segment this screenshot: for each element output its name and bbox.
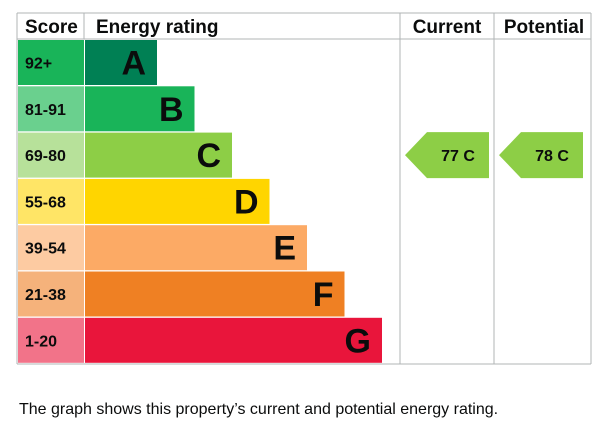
band-bar-b	[85, 86, 195, 132]
score-cell-a	[18, 40, 84, 85]
band-row-a: 92+ A	[18, 40, 157, 85]
potential-rating-arrow	[499, 132, 583, 179]
band-letter-e: E	[273, 230, 296, 268]
score-range-a: 92+	[25, 56, 52, 73]
score-cell-e	[18, 225, 84, 271]
current-header: Current	[413, 17, 482, 38]
score-cell-g	[18, 317, 84, 363]
band-bar-e	[85, 225, 307, 271]
score-range-b: 81-91	[25, 102, 66, 119]
rating-bands: 92+ A 81-91 B 69-80 C 55-68 D 39-54 E 21-38 F 1-20 G	[18, 40, 382, 363]
chart-grid	[16, 12, 592, 365]
band-row-f: 21-38 F	[18, 271, 345, 317]
band-letter-f: F	[313, 276, 334, 314]
score-range-g: 1-20	[25, 333, 57, 350]
score-cell-b	[18, 86, 84, 132]
score-range-f: 21-38	[25, 287, 66, 304]
score-range-c: 69-80	[25, 148, 66, 165]
score-header: Score	[25, 17, 78, 38]
band-bar-f	[85, 271, 345, 317]
chart-caption: The graph shows this property’s current …	[19, 401, 499, 418]
score-cell-d	[18, 178, 84, 224]
current-rating-label: 77 C	[441, 148, 475, 165]
band-bar-d	[85, 178, 270, 224]
band-letter-g: G	[345, 322, 371, 360]
potential-rating-label: 78 C	[535, 148, 569, 165]
band-row-g: 1-20 G	[18, 317, 382, 363]
score-cell-f	[18, 271, 84, 317]
rating-indicators: 77 C 78 C	[405, 132, 583, 179]
band-row-d: 55-68 D	[18, 178, 270, 224]
band-bar-g	[85, 317, 382, 363]
band-row-b: 81-91 B	[18, 86, 195, 132]
band-letter-c: C	[196, 137, 221, 175]
score-cell-c	[18, 132, 84, 178]
potential-header: Potential	[504, 17, 584, 38]
band-letter-d: D	[234, 183, 259, 221]
band-row-c: 69-80 C	[18, 132, 232, 178]
band-letter-b: B	[159, 91, 184, 129]
band-letter-a: A	[121, 45, 146, 83]
energy-rating-chart: Score Energy rating Current Potential 92…	[16, 12, 592, 365]
band-row-e: 39-54 E	[18, 225, 307, 271]
score-range-e: 39-54	[25, 241, 66, 258]
band-bar-a	[85, 40, 157, 85]
band-bar-c	[85, 132, 232, 178]
score-range-d: 55-68	[25, 194, 66, 211]
energy-rating-header: Energy rating	[96, 17, 218, 38]
current-rating-arrow	[405, 132, 489, 179]
